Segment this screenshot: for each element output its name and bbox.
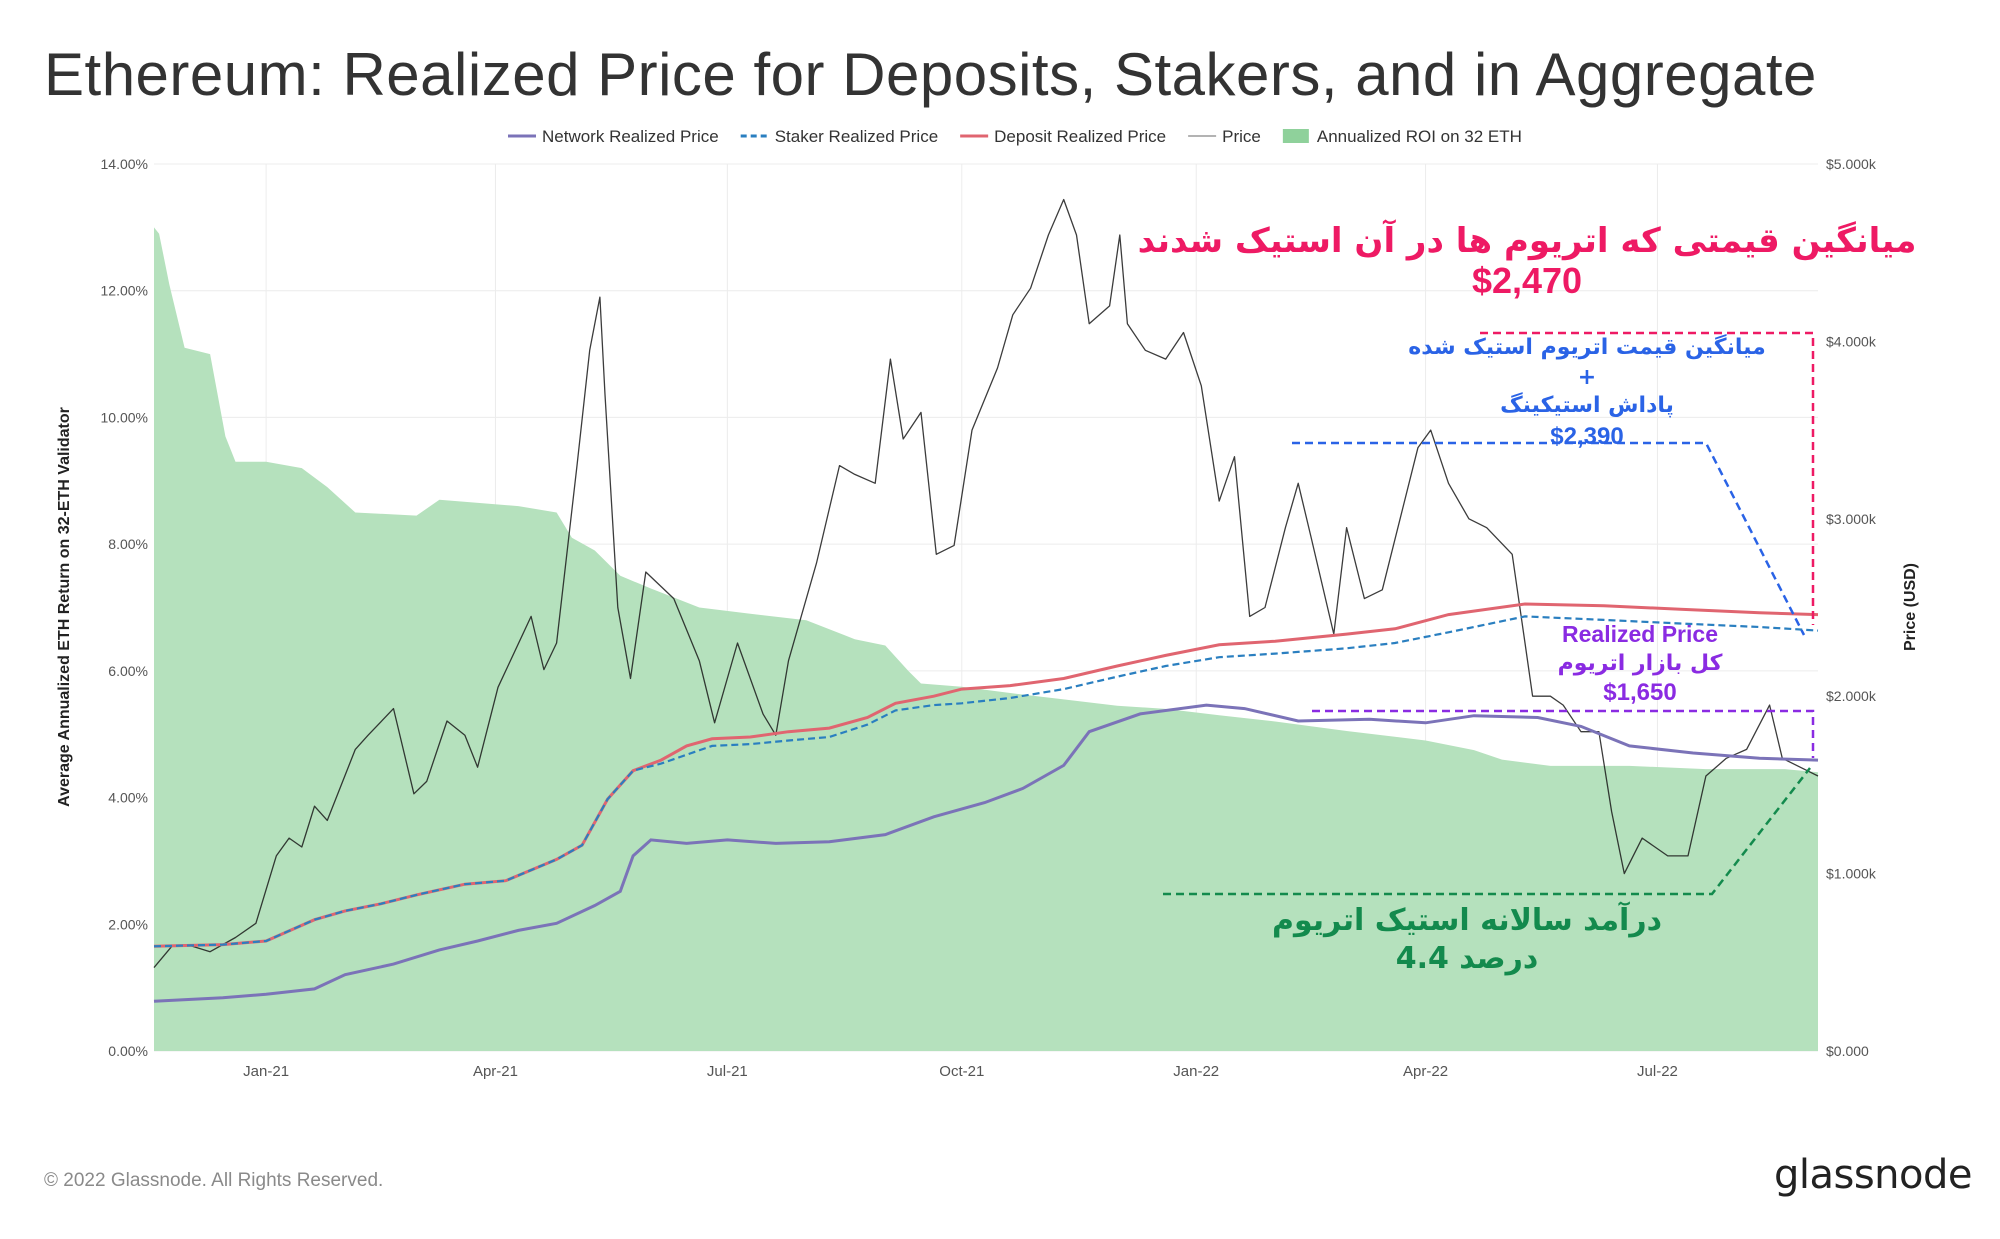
annotation-staker-value: $2,390 xyxy=(1550,423,1623,450)
legend-swatch xyxy=(1282,129,1309,143)
aggregate-bracket xyxy=(1480,331,1815,625)
legend-label: Network Realized Price xyxy=(542,127,719,146)
y-right-axis-label: Price (USD) xyxy=(1902,563,1919,651)
annotation-staker-plus: + xyxy=(1578,365,1596,390)
annotation-roi-value: 4.4 درصد xyxy=(1396,941,1539,976)
y-left-tick-label: 14.00% xyxy=(101,156,148,172)
staker-guide xyxy=(1292,441,1806,636)
network-realized-price-line xyxy=(153,703,1819,1003)
annotation-realized-value: $1,650 xyxy=(1603,679,1676,706)
legend-item-price: Price xyxy=(1188,127,1261,146)
copyright-text: © 2022 Glassnode. All Rights Reserved. xyxy=(44,1170,384,1191)
y-left-axis-label: Average Annualized ETH Return on 32-ETH … xyxy=(56,407,73,807)
price-line xyxy=(153,198,1819,969)
chart-area: 0.00% 2.00% 4.00% 6.00% 8.00% 10.00% 12.00% 14.… xyxy=(56,127,1919,1080)
x-tick-label: Jul-22 xyxy=(1637,1063,1678,1080)
chart-title: Ethereum: Realized Price for Deposits, S… xyxy=(44,41,1817,108)
y-left-tick-label: 10.00% xyxy=(101,409,148,425)
legend-item-roi: Annualized ROI on 32 ETH xyxy=(1282,127,1522,146)
annotation-guides xyxy=(1163,331,1815,896)
legend: Network Realized Price Staker Realized Pr… xyxy=(508,127,1522,146)
y-left-tick-label: 4.00% xyxy=(108,790,148,806)
y-right-tick-label: $2.000k xyxy=(1826,688,1877,704)
glassnode-logo: glassnode xyxy=(1773,1152,1973,1198)
roi-area-layer xyxy=(154,227,1818,1051)
annotation-realized-fa: کل بازار اتریوم xyxy=(1558,651,1723,676)
realized-price-guide xyxy=(1312,709,1815,758)
roi-area xyxy=(154,227,1818,1051)
y-right-tick-label: $0.000 xyxy=(1826,1043,1869,1059)
legend-item-deposit: Deposit Realized Price xyxy=(960,127,1166,146)
y-right-tick-label: $3.000k xyxy=(1826,511,1877,527)
legend-label: Deposit Realized Price xyxy=(994,127,1166,146)
y-right-tick-label: $4.000k xyxy=(1826,333,1877,349)
axes-layer: 0.00% 2.00% 4.00% 6.00% 8.00% 10.00% 12.00% 14.… xyxy=(56,156,1919,1080)
x-tick-label: Jul-21 xyxy=(707,1063,748,1080)
legend-item-network: Network Realized Price xyxy=(508,127,719,146)
y-right-tick-label: $1.000k xyxy=(1826,866,1877,882)
annotation-staker-fa-2: پاداش استیکینگ xyxy=(1500,391,1674,418)
y-left-tick-label: 0.00% xyxy=(108,1043,148,1059)
y-right-tick-label: $5.000k xyxy=(1826,156,1877,172)
y-left-tick-label: 8.00% xyxy=(108,536,148,552)
y-left-tick-label: 2.00% xyxy=(108,916,148,932)
annotation-aggregate-fa: میانگین قیمتی که اتریوم ها در آن استیک ش… xyxy=(1138,219,1917,261)
legend-label: Staker Realized Price xyxy=(775,127,938,146)
y-left-tick-label: 6.00% xyxy=(108,663,148,679)
annotations: میانگین قیمتی که اتریوم ها در آن استیک ش… xyxy=(1138,219,1917,976)
legend-item-staker: Staker Realized Price xyxy=(740,127,938,146)
x-tick-label: Oct-21 xyxy=(939,1063,984,1080)
legend-label: Price xyxy=(1222,127,1261,146)
annotation-aggregate-value: $2,470 xyxy=(1472,260,1582,301)
x-tick-label: Jan-21 xyxy=(243,1063,289,1080)
x-tick-label: Apr-21 xyxy=(473,1063,518,1080)
annotation-realized-en: Realized Price xyxy=(1562,621,1718,647)
series-lines-layer xyxy=(153,198,1819,1003)
roi-guide xyxy=(1163,767,1811,896)
y-left-tick-label: 12.00% xyxy=(101,283,148,299)
x-tick-label: Apr-22 xyxy=(1403,1063,1448,1080)
x-tick-label: Jan-22 xyxy=(1173,1063,1219,1080)
legend-label: Annualized ROI on 32 ETH xyxy=(1317,127,1522,146)
staker-realized-price-line xyxy=(153,615,1819,948)
annotation-roi-fa: درآمد سالانه استیک اتریوم xyxy=(1272,901,1662,938)
annotation-staker-fa-1: میانگین قیمت اتریوم استیک شده xyxy=(1408,333,1765,360)
